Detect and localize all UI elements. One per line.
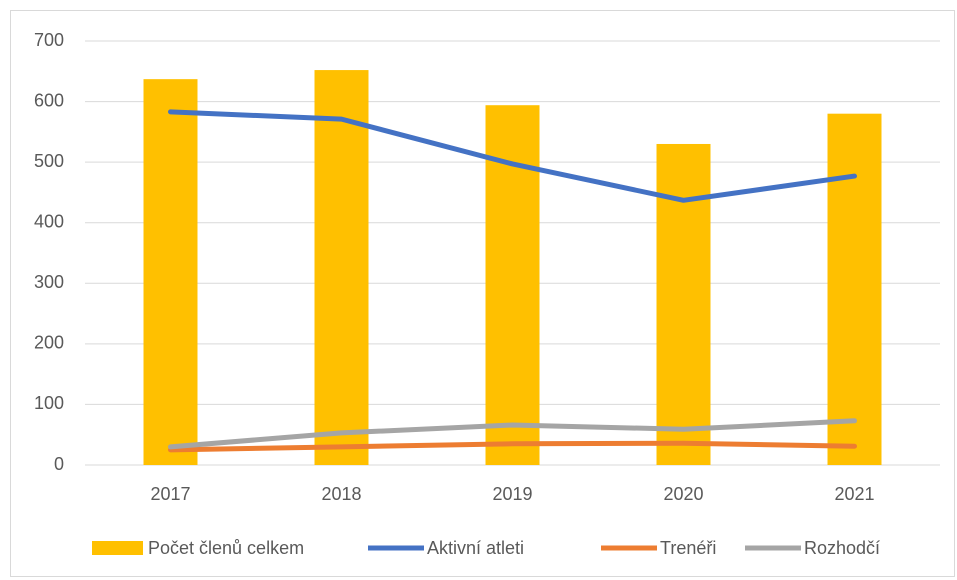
line — [168, 109, 857, 203]
legend-label: Trenéři — [660, 538, 716, 558]
bar — [143, 79, 198, 465]
x-tick-label: 2019 — [492, 484, 532, 504]
legend-swatch — [92, 541, 143, 555]
y-tick-label: 500 — [34, 151, 64, 171]
x-tick-label: 2020 — [663, 484, 703, 504]
y-tick-label: 600 — [34, 90, 64, 110]
legend-label: Rozhodčí — [804, 538, 880, 558]
bar — [656, 143, 711, 465]
line — [168, 418, 857, 450]
y-tick-label: 100 — [34, 393, 64, 413]
bar — [314, 70, 369, 466]
y-tick-label: 0 — [54, 454, 64, 474]
bar — [827, 113, 882, 465]
legend-label: Aktivní atleti — [427, 538, 524, 558]
x-tick-label: 2018 — [321, 484, 361, 504]
line — [168, 440, 857, 453]
y-tick-label: 400 — [34, 211, 64, 231]
x-tick-label: 2021 — [834, 484, 874, 504]
x-tick-label: 2017 — [150, 484, 190, 504]
y-tick-label: 200 — [34, 333, 64, 353]
y-tick-label: 300 — [34, 272, 64, 292]
y-tick-label: 700 — [34, 30, 64, 50]
legend-label: Počet členů celkem — [148, 538, 304, 558]
